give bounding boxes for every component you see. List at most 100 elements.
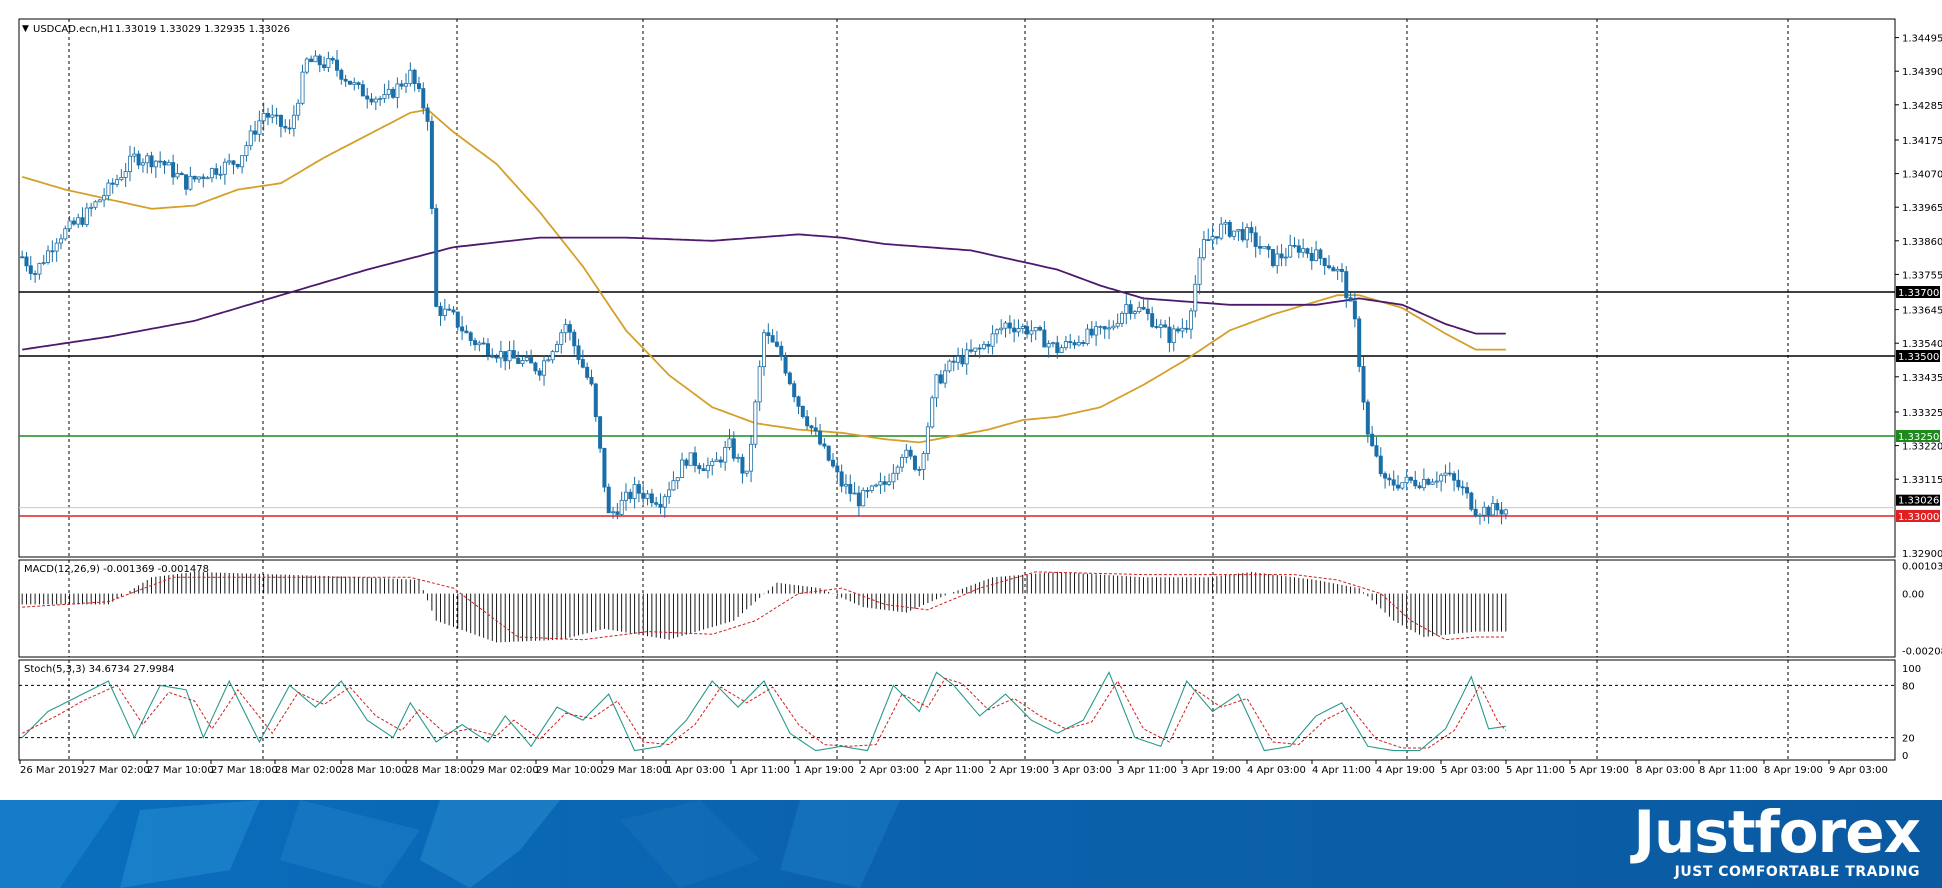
candle-body (1163, 324, 1168, 328)
candle-body (309, 58, 314, 63)
candle-body (856, 492, 861, 507)
candle-body (1262, 246, 1267, 249)
candle-body (925, 426, 930, 454)
candle-body (50, 250, 55, 253)
candle-body (779, 345, 784, 357)
moving-average-line (22, 233, 1506, 351)
candle-body (1007, 322, 1012, 329)
candle-body (76, 217, 81, 225)
candle-body (1301, 248, 1306, 253)
candle-body (680, 459, 685, 478)
brand-block[interactable]: Justforex JUST COMFORTABLE TRADING (1560, 798, 1921, 880)
candle-body (1098, 326, 1103, 328)
candle-body (529, 357, 534, 364)
price-level-label: 1.33700 (1898, 288, 1939, 299)
stoch-tick-label: 20 (1902, 734, 1915, 745)
candle-body (1171, 328, 1176, 343)
candle-body (404, 83, 409, 87)
x-tick-label: 27 Mar 02:00 (83, 765, 150, 776)
candle-body (964, 349, 969, 365)
candle-body (1158, 324, 1163, 328)
candle-body (1417, 485, 1422, 489)
candle-body (274, 114, 279, 117)
candle-body (425, 107, 430, 122)
macd-header: MACD(12,26,9) -0.001369 -0.001478 (24, 564, 209, 575)
candle-body (516, 357, 521, 364)
candle-body (1434, 480, 1439, 483)
candle-body (572, 331, 577, 347)
y-tick-label: 1.33540 (1902, 339, 1942, 350)
candle-body (947, 360, 952, 372)
candle-body (214, 168, 219, 175)
candle-body (115, 179, 120, 185)
candle-body (438, 306, 443, 316)
candle-body (1283, 256, 1288, 259)
candle-body (71, 220, 76, 225)
candle-body (1421, 479, 1426, 489)
candle-body (1292, 245, 1297, 247)
macd-tick-label: 0.00 (1902, 590, 1924, 601)
candle-body (1115, 322, 1120, 327)
candle-body (1408, 476, 1413, 481)
x-tick-label: 28 Mar 02:00 (275, 765, 342, 776)
candle-body (158, 160, 163, 163)
candle-body (524, 357, 529, 361)
candle-body (1460, 486, 1465, 489)
candle-body (296, 102, 301, 116)
candle-body (757, 366, 762, 403)
macd-panel (18, 559, 1896, 658)
candle-body (412, 69, 417, 84)
candle-body (1145, 308, 1150, 315)
price-level-tag (1896, 510, 1940, 522)
y-tick-label: 1.34495 (1902, 34, 1942, 45)
candle-body (904, 449, 909, 458)
candle-body (291, 114, 296, 129)
candle-body (973, 347, 978, 352)
banner-decor-shape (620, 800, 760, 888)
y-tick-label: 1.33645 (1902, 306, 1942, 317)
candle-body (1012, 327, 1017, 333)
candle-body (89, 206, 94, 209)
y-tick-label: 1.34070 (1902, 170, 1942, 181)
candle-body (753, 401, 758, 445)
candle-body (1076, 342, 1081, 346)
banner-decor-shape (120, 800, 260, 888)
candle-body (1107, 327, 1112, 330)
macd-signal-line (22, 571, 1506, 641)
candle-body (1270, 249, 1275, 267)
candle-body (606, 486, 611, 514)
x-tick-label: 28 Mar 10:00 (341, 765, 408, 776)
candle-body (938, 374, 943, 384)
candle-body (705, 465, 710, 472)
candle-body (416, 83, 421, 89)
candle-body (283, 126, 288, 129)
candle-body (1128, 304, 1133, 314)
candle-body (63, 228, 68, 240)
candle-body (127, 155, 132, 172)
header-triangle[interactable]: ▼ (22, 24, 29, 34)
candle-body (956, 356, 961, 363)
candle-body (1055, 342, 1060, 354)
candle-body (1102, 326, 1107, 330)
candle-body (473, 340, 478, 346)
candle-body (498, 351, 503, 359)
brand-logo[interactable]: Justforex (1633, 798, 1921, 866)
candle-body (602, 447, 607, 488)
candle-body (287, 127, 292, 130)
candle-body (645, 493, 650, 499)
candle-body (1042, 329, 1047, 348)
candle-body (313, 55, 318, 63)
stoch-k-line (21, 671, 1506, 752)
candle-body (322, 64, 327, 68)
candle-body (356, 82, 361, 86)
x-tick-label: 29 Mar 10:00 (536, 765, 603, 776)
candle-body (1322, 257, 1327, 267)
candle-body (1447, 472, 1452, 475)
candle-body (839, 471, 844, 487)
x-tick-label: 2 Apr 03:00 (860, 765, 919, 776)
candle-body (731, 438, 736, 459)
banner-decor-shape (0, 800, 120, 888)
x-tick-label: 4 Apr 19:00 (1376, 765, 1435, 776)
x-tick-label: 5 Apr 03:00 (1441, 765, 1500, 776)
candle-body (1176, 328, 1181, 332)
